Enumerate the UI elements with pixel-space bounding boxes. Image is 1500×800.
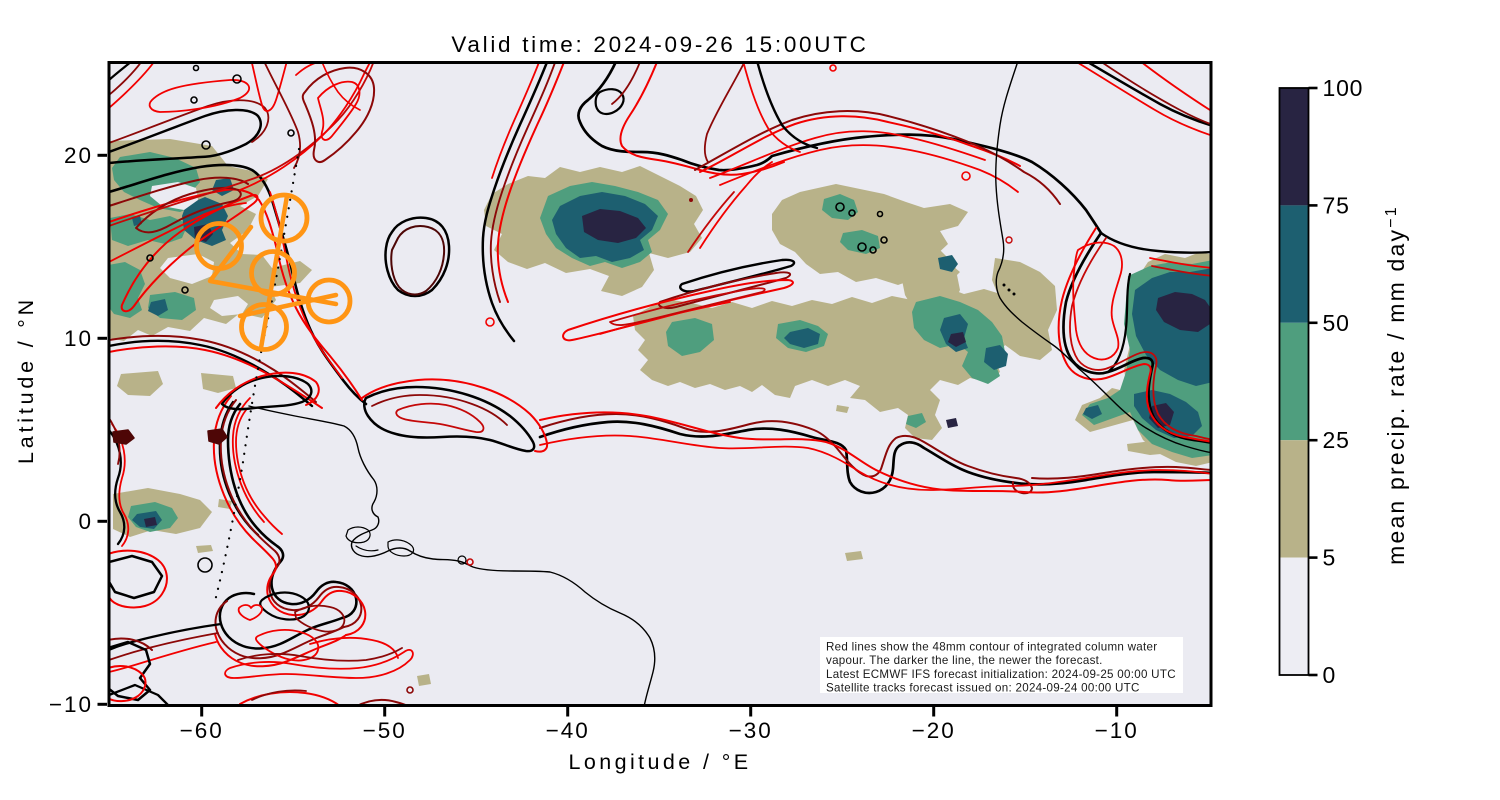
svg-text:Satellite tracks forecast issu: Satellite tracks forecast issued on: 202… <box>826 682 1140 695</box>
svg-text:−40: −40 <box>546 718 590 743</box>
svg-text:−30: −30 <box>729 718 773 743</box>
svg-text:0: 0 <box>78 509 93 534</box>
svg-text:Latest ECMWF IFS forecast init: Latest ECMWF IFS forecast initialization… <box>826 668 1176 681</box>
svg-text:mean precip. rate / mm day−1: mean precip. rate / mm day−1 <box>1383 205 1409 565</box>
svg-text:100: 100 <box>1323 75 1364 101</box>
svg-text:Red lines show the 48mm contou: Red lines show the 48mm contour of integ… <box>826 641 1157 654</box>
svg-text:10: 10 <box>64 326 93 351</box>
svg-text:50: 50 <box>1323 310 1350 336</box>
svg-text:vapour. The darker the line, t: vapour. The darker the line, the newer t… <box>826 654 1103 667</box>
svg-text:Valid time: 2024-09-26 15:00UT: Valid time: 2024-09-26 15:00UTC <box>451 32 868 57</box>
svg-text:0: 0 <box>1323 662 1337 688</box>
svg-text:Latitude / °N: Latitude / °N <box>14 296 38 464</box>
svg-text:20: 20 <box>64 143 93 168</box>
svg-text:25: 25 <box>1323 427 1350 453</box>
svg-text:75: 75 <box>1323 192 1350 218</box>
svg-text:−50: −50 <box>363 718 407 743</box>
svg-text:−60: −60 <box>180 718 224 743</box>
svg-text:Longitude / °E: Longitude / °E <box>569 750 752 774</box>
svg-text:−20: −20 <box>912 718 956 743</box>
svg-text:−10: −10 <box>1095 718 1139 743</box>
svg-text:−10: −10 <box>49 692 93 717</box>
svg-text:5: 5 <box>1323 545 1337 571</box>
